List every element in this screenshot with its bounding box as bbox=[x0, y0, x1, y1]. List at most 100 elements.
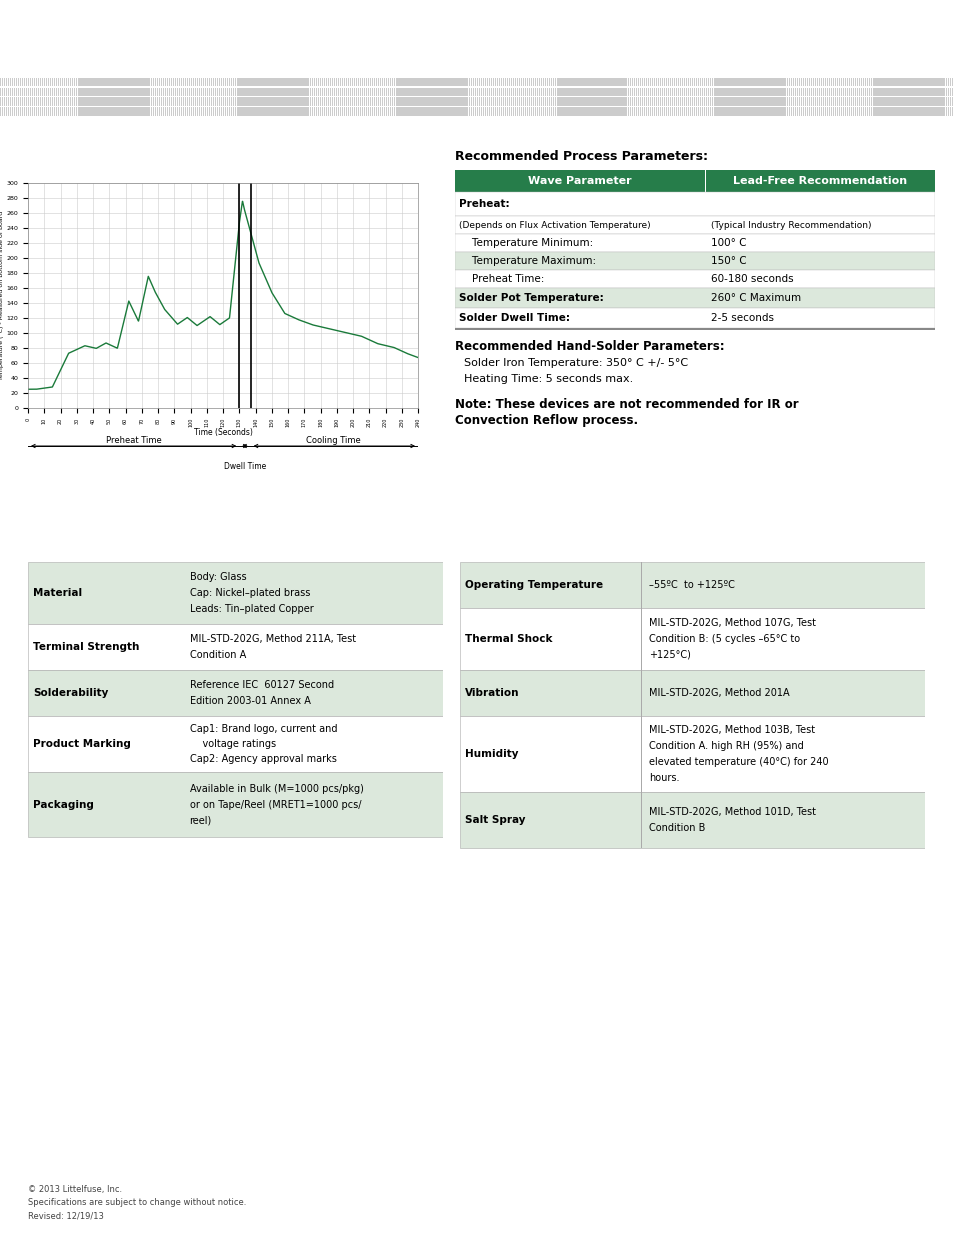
Bar bbox=[423, 88, 424, 95]
Bar bbox=[610, 107, 611, 116]
Bar bbox=[449, 88, 450, 95]
Bar bbox=[943, 78, 944, 85]
Bar bbox=[883, 107, 885, 116]
Bar bbox=[462, 107, 464, 116]
Bar bbox=[151, 98, 152, 106]
Bar bbox=[821, 98, 823, 106]
Bar bbox=[532, 107, 534, 116]
Bar bbox=[455, 191, 934, 216]
Bar bbox=[896, 107, 897, 116]
Bar bbox=[399, 88, 400, 95]
Bar bbox=[722, 98, 724, 106]
Bar bbox=[614, 98, 615, 106]
Bar bbox=[808, 88, 809, 95]
Bar bbox=[178, 78, 180, 85]
Bar bbox=[693, 88, 695, 95]
Bar bbox=[145, 107, 147, 116]
Bar bbox=[57, 107, 59, 116]
Bar bbox=[421, 88, 422, 95]
Bar bbox=[202, 107, 204, 116]
Bar bbox=[26, 78, 28, 85]
Bar bbox=[655, 107, 657, 116]
Bar bbox=[471, 78, 472, 85]
Bar bbox=[867, 107, 869, 116]
Bar bbox=[321, 78, 323, 85]
Bar bbox=[341, 88, 343, 95]
Bar bbox=[750, 98, 752, 106]
Bar bbox=[449, 78, 450, 85]
Bar bbox=[181, 78, 182, 85]
Bar bbox=[536, 88, 537, 95]
Text: Dwell Time: Dwell Time bbox=[224, 462, 266, 471]
Bar bbox=[742, 107, 744, 116]
Bar bbox=[211, 107, 212, 116]
Bar bbox=[874, 98, 875, 106]
Bar bbox=[397, 88, 398, 95]
Bar bbox=[90, 98, 91, 106]
Text: ⧮⧮  Littelfuse®: ⧮⧮ Littelfuse® bbox=[724, 23, 873, 42]
Bar bbox=[772, 78, 774, 85]
Bar bbox=[687, 98, 688, 106]
Bar bbox=[42, 78, 43, 85]
Bar bbox=[830, 107, 831, 116]
Bar bbox=[893, 107, 895, 116]
Bar bbox=[242, 78, 244, 85]
Bar bbox=[720, 107, 722, 116]
Bar bbox=[530, 107, 532, 116]
Bar bbox=[315, 107, 317, 116]
Bar bbox=[246, 78, 248, 85]
Bar bbox=[739, 88, 740, 95]
Bar bbox=[137, 98, 138, 106]
Bar bbox=[66, 98, 67, 106]
Bar bbox=[113, 107, 114, 116]
Bar bbox=[518, 78, 519, 85]
Bar bbox=[274, 88, 275, 95]
Bar bbox=[558, 107, 559, 116]
Text: MIL-STD-202G, Method 107G, Test: MIL-STD-202G, Method 107G, Test bbox=[649, 618, 816, 629]
Bar bbox=[262, 107, 263, 116]
Bar bbox=[532, 88, 534, 95]
Bar bbox=[860, 78, 862, 85]
Bar bbox=[467, 78, 468, 85]
Bar bbox=[176, 88, 178, 95]
Bar bbox=[73, 88, 75, 95]
Bar bbox=[746, 78, 748, 85]
Bar bbox=[699, 98, 700, 106]
Bar bbox=[500, 88, 501, 95]
Bar bbox=[724, 78, 726, 85]
Bar bbox=[455, 308, 934, 329]
Bar bbox=[476, 98, 477, 106]
Bar bbox=[520, 78, 521, 85]
Bar bbox=[334, 98, 335, 106]
Bar bbox=[601, 107, 603, 116]
Bar bbox=[917, 107, 919, 116]
Bar bbox=[594, 107, 595, 116]
Bar bbox=[621, 78, 623, 85]
Bar bbox=[314, 98, 315, 106]
Bar bbox=[623, 78, 625, 85]
Bar bbox=[258, 98, 259, 106]
Bar bbox=[538, 88, 539, 95]
Bar bbox=[391, 88, 393, 95]
Bar bbox=[614, 88, 615, 95]
Bar bbox=[44, 88, 45, 95]
Bar bbox=[125, 107, 127, 116]
Bar bbox=[478, 78, 480, 85]
Bar bbox=[473, 88, 474, 95]
Bar bbox=[798, 78, 800, 85]
Bar bbox=[709, 88, 710, 95]
Text: Body: Glass: Body: Glass bbox=[190, 572, 246, 582]
Bar bbox=[583, 98, 585, 106]
Bar bbox=[735, 98, 736, 106]
Bar bbox=[651, 98, 653, 106]
Bar bbox=[858, 98, 859, 106]
Bar bbox=[907, 107, 909, 116]
Bar bbox=[925, 98, 926, 106]
Bar bbox=[193, 107, 194, 116]
Bar bbox=[818, 98, 820, 106]
Bar bbox=[147, 78, 149, 85]
Bar bbox=[66, 78, 67, 85]
Bar bbox=[292, 98, 294, 106]
Bar bbox=[816, 88, 818, 95]
Bar bbox=[147, 88, 149, 95]
